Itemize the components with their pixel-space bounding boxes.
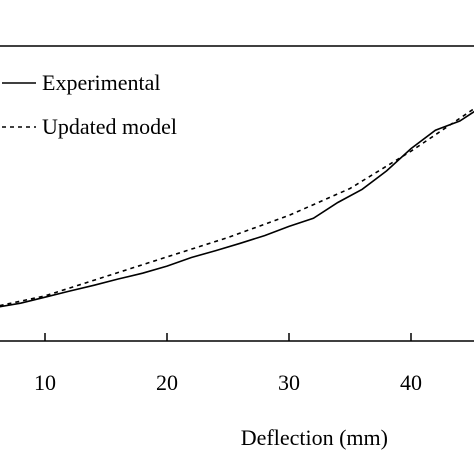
- x-ticks: 10 20 30 40: [34, 333, 422, 395]
- series-layer: [0, 107, 474, 308]
- x-tick-label: 30: [278, 370, 300, 395]
- legend-label-2: Updated model: [42, 114, 177, 139]
- series-line-2: [0, 107, 474, 307]
- series-line-1: [0, 110, 474, 308]
- x-tick-label: 40: [400, 370, 422, 395]
- x-axis-label: Deflection (mm): [241, 425, 388, 450]
- x-tick-label: 10: [34, 370, 56, 395]
- x-tick-label: 20: [156, 370, 178, 395]
- legend: Experimental Updated model: [2, 70, 177, 139]
- legend-label-1: Experimental: [42, 70, 161, 95]
